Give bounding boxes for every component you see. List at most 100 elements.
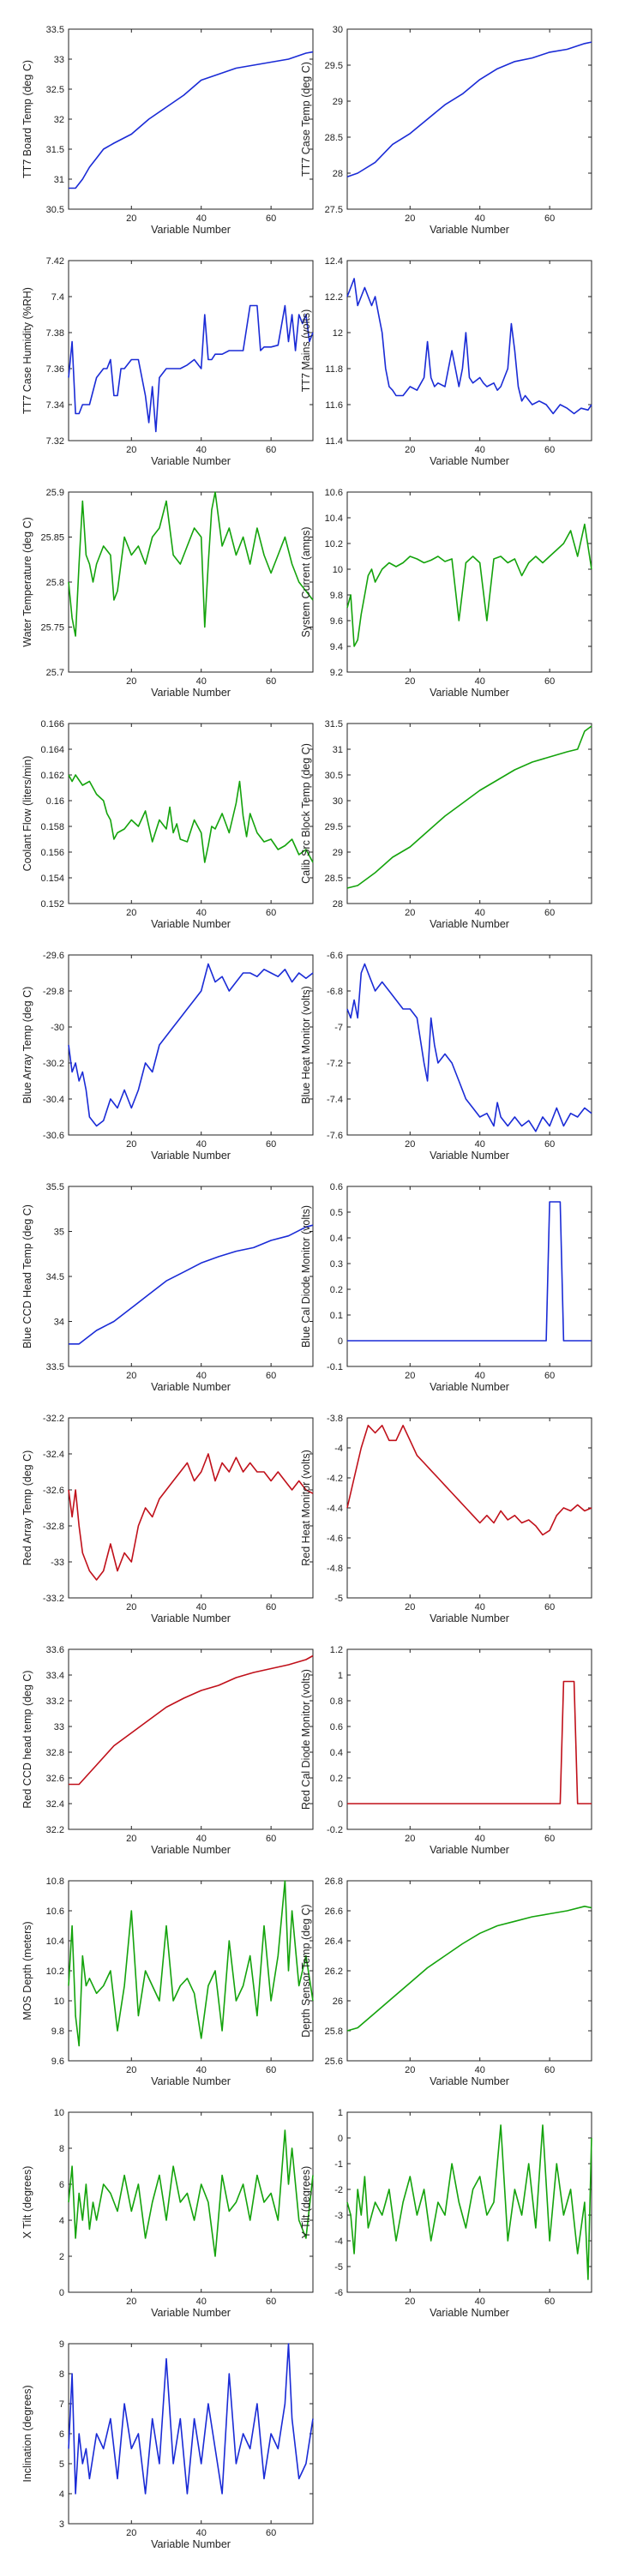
y-tick-label: 31 <box>333 745 343 755</box>
y-tick-label: 35 <box>54 1228 64 1238</box>
y-tick-label: 33.5 <box>46 1362 64 1372</box>
plot-frame <box>68 2343 314 2525</box>
y-tick-label: -4.8 <box>327 1564 343 1574</box>
y-tick-label: 0.154 <box>40 874 64 884</box>
y-tick-label: 8 <box>59 2369 64 2380</box>
chart-panel: 20 40 60 -7.6 -7.4 -7.2 -7 -6.8 -6.6 Variable Num… <box>300 951 592 1162</box>
y-tick-label: -4.2 <box>327 1474 343 1484</box>
y-tick-label: 29.5 <box>325 822 343 832</box>
y-tick-label: 7.42 <box>46 256 64 267</box>
plot-frame <box>346 1648 592 1830</box>
series-line <box>346 523 592 647</box>
y-tick-label: 29 <box>333 848 343 858</box>
y-tick-label: 0.3 <box>330 1259 343 1270</box>
x-tick-label: 20 <box>126 1834 136 1844</box>
y-tick-label: 25.6 <box>325 2057 343 2067</box>
y-tick-label: -30.6 <box>43 1131 64 1141</box>
y-tick-label: 4 <box>59 2489 64 2500</box>
y-tick-label: -32.8 <box>43 1522 64 1532</box>
x-tick-label: 20 <box>126 1139 136 1150</box>
x-tick-label: 40 <box>475 1139 485 1150</box>
y-axis-label: Red Heat Monitor (volts) <box>300 1450 312 1565</box>
plot-frame <box>68 491 314 673</box>
x-tick-label: 60 <box>266 1139 276 1150</box>
y-tick-label: -30 <box>51 1023 64 1033</box>
y-tick-label: -30.4 <box>43 1095 64 1105</box>
series-line <box>68 304 314 433</box>
chart-panel: 20 40 60 25.6 25.8 26 26.2 26.4 26.6 26.8 Variable… <box>300 1876 592 2087</box>
x-tick-label: 40 <box>475 676 485 687</box>
y-tick-label: 0.4 <box>330 1748 343 1758</box>
x-tick-label: 40 <box>475 1602 485 1612</box>
x-tick-label: 60 <box>544 1834 555 1844</box>
x-axis-label: Variable Number <box>151 918 231 930</box>
y-tick-label: 26.2 <box>325 1967 343 1977</box>
y-axis-label: Blue Cal Diode Monitor (volts) <box>300 1205 312 1348</box>
x-tick-label: 40 <box>196 1371 207 1381</box>
y-tick-label: 35.5 <box>46 1182 64 1192</box>
chart-panel: 20 40 60 3 4 5 6 7 8 9 Variable Number Inclination … <box>21 2339 314 2550</box>
x-tick-label: 60 <box>266 1371 276 1381</box>
y-axis-label: Blue Heat Monitor (volts) <box>300 986 312 1104</box>
y-axis-label: TT7 Board Temp (deg C) <box>21 60 33 178</box>
chart-panel: 20 40 60 -6 -5 -4 -3 -2 -1 0 1 Variable Number Y Til… <box>300 2108 592 2319</box>
y-tick-label: -5 <box>334 2262 343 2273</box>
x-tick-label: 60 <box>266 445 276 455</box>
x-tick-label: 20 <box>405 1834 415 1844</box>
y-tick-label: 9.4 <box>330 642 343 652</box>
y-axis-label: TT7 Case Humidity (%RH) <box>21 287 33 414</box>
y-tick-label: 0.166 <box>40 719 64 730</box>
y-tick-label: 0.5 <box>330 1208 343 1218</box>
y-tick-label: 0.2 <box>330 1285 343 1295</box>
series-line <box>346 278 592 415</box>
y-tick-label: 30 <box>333 25 343 35</box>
y-tick-label: 32.2 <box>46 1825 64 1835</box>
y-tick-label: 0.152 <box>40 899 64 910</box>
plot-frame <box>68 2111 314 2293</box>
y-tick-label: 9.6 <box>51 2057 64 2067</box>
y-axis-label: MOS Depth (meters) <box>21 1921 33 2020</box>
series-line <box>346 725 592 889</box>
y-tick-label: -4.6 <box>327 1534 343 1544</box>
y-tick-label: 33.5 <box>46 25 64 35</box>
x-tick-label: 60 <box>266 213 276 224</box>
y-tick-label: 25.75 <box>40 623 64 633</box>
y-tick-label: 10.6 <box>46 1906 64 1917</box>
y-tick-label: 34.5 <box>46 1272 64 1282</box>
x-tick-label: 40 <box>196 1139 207 1150</box>
y-tick-label: 0.162 <box>40 771 64 781</box>
y-tick-label: -7.4 <box>327 1095 343 1105</box>
x-tick-label: 20 <box>126 2297 136 2307</box>
x-axis-label: Variable Number <box>151 1612 231 1624</box>
y-axis-label: Calib Src Block Temp (deg C) <box>300 743 312 884</box>
x-axis-label: Variable Number <box>151 2075 231 2087</box>
y-tick-label: 0.8 <box>330 1696 343 1707</box>
plot-frame <box>68 1186 314 1367</box>
x-axis-label: Variable Number <box>430 1844 509 1856</box>
y-tick-label: 33.2 <box>46 1696 64 1707</box>
y-tick-label: -3 <box>334 2211 343 2221</box>
y-tick-label: 26 <box>333 1997 343 2007</box>
chart-panel: 20 40 60 28 28.5 29 29.5 30 30.5 31 31.5 Variable N… <box>300 719 592 930</box>
x-axis-label: Variable Number <box>151 2538 231 2550</box>
y-tick-label: 28 <box>333 899 343 910</box>
plot-frame <box>68 28 314 210</box>
y-tick-label: 10 <box>333 565 343 575</box>
y-tick-label: 0 <box>338 2134 343 2144</box>
y-axis-label: Red CCD head temp (deg C) <box>21 1670 33 1808</box>
x-tick-label: 40 <box>475 1371 485 1381</box>
y-tick-label: 33 <box>54 1722 64 1732</box>
x-tick-label: 20 <box>405 2297 415 2307</box>
plot-frame <box>346 491 592 673</box>
y-tick-label: -1 <box>334 2159 343 2170</box>
x-tick-label: 60 <box>544 2065 555 2075</box>
x-tick-label: 20 <box>126 1602 136 1612</box>
chart-panel: 20 40 60 25.7 25.75 25.8 25.85 25.9 Variable Num… <box>21 488 314 699</box>
y-tick-label: 32.4 <box>46 1799 64 1810</box>
y-tick-label: 0 <box>59 2288 64 2298</box>
series-line <box>68 1453 314 1581</box>
y-tick-label: -33.2 <box>43 1594 64 1604</box>
chart-panel: 20 40 60 -0.1 0 0.1 0.2 0.3 0.4 0.5 0.6 Variable Nu… <box>300 1182 592 1393</box>
y-tick-label: 0.1 <box>330 1311 343 1321</box>
